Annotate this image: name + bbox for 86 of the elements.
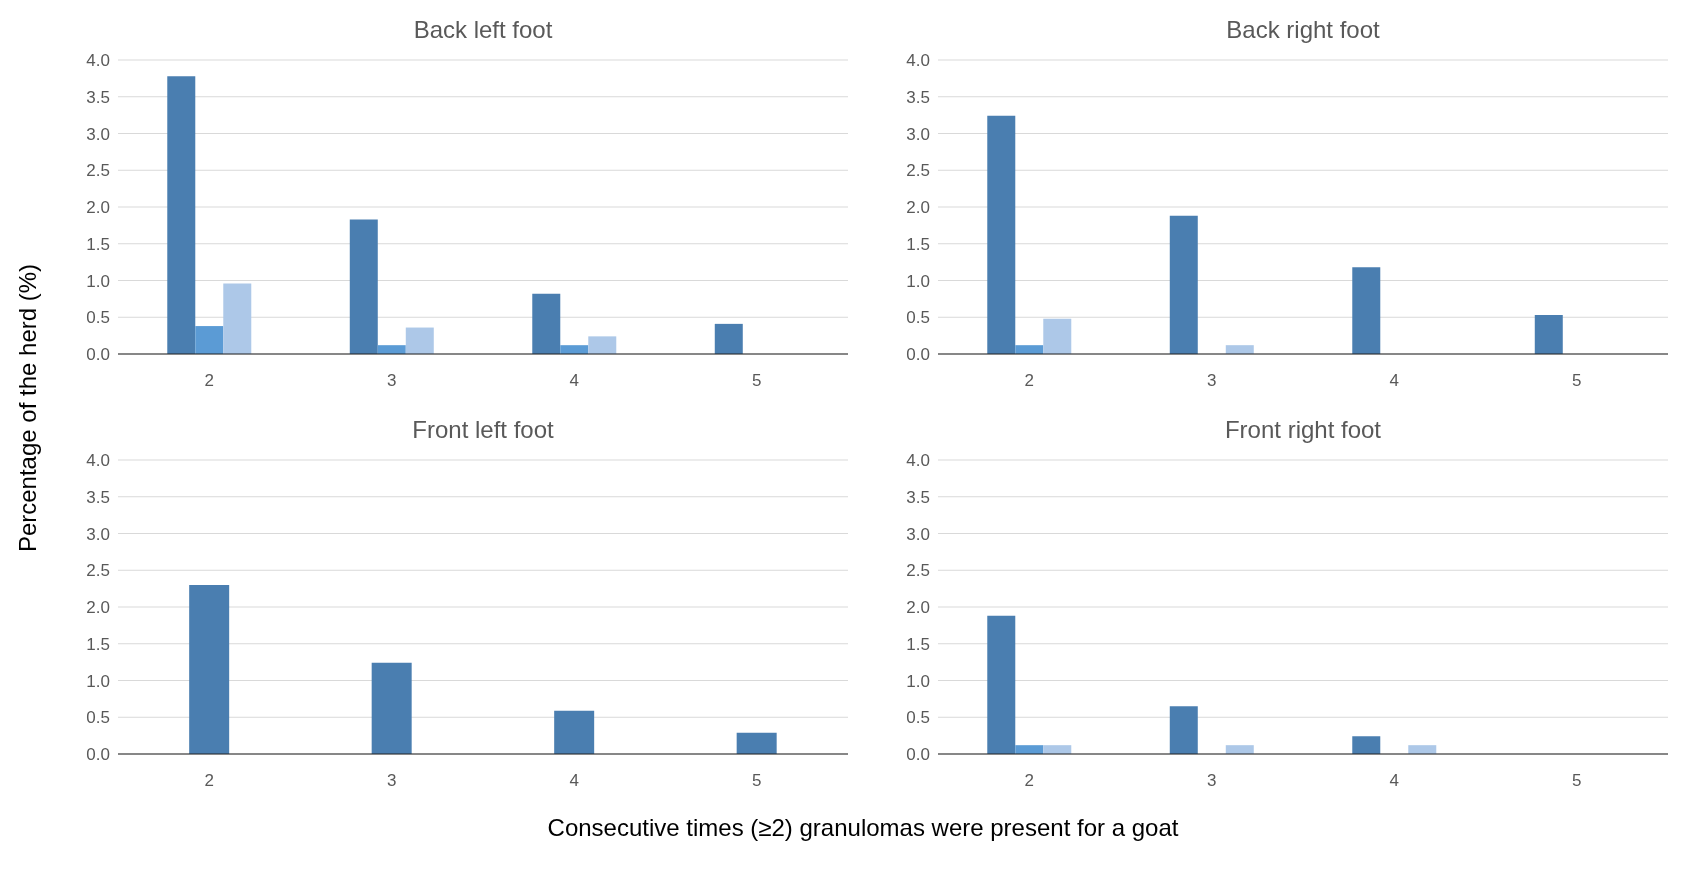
y-tick-label: 0.5 bbox=[906, 708, 930, 728]
bar bbox=[1408, 745, 1437, 754]
y-tick-label: 2.5 bbox=[906, 561, 930, 581]
chart-title: Front right foot bbox=[1223, 415, 1383, 445]
y-tick-label: 0.5 bbox=[906, 308, 930, 328]
y-tick-label: 0.0 bbox=[906, 745, 930, 765]
bar bbox=[1169, 215, 1198, 354]
y-tick-label: 4.0 bbox=[86, 51, 110, 71]
x-tick-label: 2 bbox=[204, 371, 214, 391]
y-tick-label: 3.5 bbox=[86, 87, 110, 107]
x-tick-label: 5 bbox=[1572, 771, 1582, 791]
bar bbox=[1352, 267, 1381, 354]
bar bbox=[223, 283, 252, 354]
y-tick-label: 0.0 bbox=[906, 345, 930, 365]
y-tick-label: 1.0 bbox=[906, 271, 930, 291]
x-tick-label: 2 bbox=[204, 771, 214, 791]
y-tick-label: 4.0 bbox=[906, 51, 930, 71]
y-tick-label: 3.0 bbox=[86, 124, 110, 144]
y-tick-label: 1.5 bbox=[86, 634, 110, 654]
x-tick-label: 3 bbox=[387, 771, 397, 791]
x-tick-label: 3 bbox=[1207, 371, 1217, 391]
bar bbox=[532, 293, 561, 354]
bar bbox=[987, 615, 1016, 754]
bar bbox=[349, 219, 378, 354]
y-tick-label: 1.0 bbox=[86, 271, 110, 291]
y-tick-label: 2.5 bbox=[86, 161, 110, 181]
y-tick-label: 3.0 bbox=[86, 524, 110, 544]
bar bbox=[1352, 736, 1381, 754]
y-tick-label: 2.5 bbox=[86, 561, 110, 581]
y-tick-label: 1.5 bbox=[906, 234, 930, 254]
y-tick-label: 1.0 bbox=[86, 671, 110, 691]
bar bbox=[167, 76, 196, 354]
y-tick-label: 0.0 bbox=[86, 745, 110, 765]
bar bbox=[377, 345, 406, 354]
y-axis-title: Percentage of the herd (%) bbox=[14, 263, 42, 553]
y-tick-label: 2.0 bbox=[906, 198, 930, 218]
x-tick-label: 4 bbox=[1389, 771, 1399, 791]
bar bbox=[987, 115, 1016, 354]
y-tick-label: 1.5 bbox=[86, 234, 110, 254]
x-tick-label: 5 bbox=[1572, 371, 1582, 391]
bar bbox=[1169, 706, 1198, 754]
y-tick-label: 1.5 bbox=[906, 634, 930, 654]
chart-title: Back right foot bbox=[1225, 15, 1381, 45]
bar bbox=[1225, 345, 1254, 354]
bar bbox=[554, 710, 595, 754]
x-tick-label: 2 bbox=[1024, 771, 1034, 791]
y-tick-label: 3.5 bbox=[906, 87, 930, 107]
y-tick-label: 1.0 bbox=[906, 671, 930, 691]
x-tick-label: 4 bbox=[1389, 371, 1399, 391]
chart-title: Front left foot bbox=[411, 415, 555, 445]
y-tick-label: 2.5 bbox=[906, 161, 930, 181]
bar bbox=[588, 336, 617, 354]
y-tick-label: 2.0 bbox=[906, 598, 930, 618]
y-tick-label: 3.0 bbox=[906, 524, 930, 544]
y-tick-label: 2.0 bbox=[86, 598, 110, 618]
x-tick-label: 5 bbox=[752, 371, 762, 391]
bar bbox=[1534, 315, 1563, 354]
x-tick-label: 4 bbox=[569, 771, 579, 791]
bar bbox=[405, 327, 434, 354]
bar bbox=[714, 323, 743, 354]
bar bbox=[1225, 745, 1254, 754]
x-tick-label: 3 bbox=[1207, 771, 1217, 791]
bar bbox=[1015, 745, 1044, 754]
bar bbox=[371, 662, 412, 754]
x-tick-label: 4 bbox=[569, 371, 579, 391]
x-tick-label: 5 bbox=[752, 771, 762, 791]
bar bbox=[1043, 318, 1072, 354]
y-tick-label: 3.0 bbox=[906, 124, 930, 144]
x-tick-label: 2 bbox=[1024, 371, 1034, 391]
bar bbox=[195, 326, 224, 354]
bar bbox=[560, 345, 589, 354]
y-tick-label: 2.0 bbox=[86, 198, 110, 218]
y-tick-label: 4.0 bbox=[86, 451, 110, 471]
y-tick-label: 4.0 bbox=[906, 451, 930, 471]
y-tick-label: 3.5 bbox=[86, 487, 110, 507]
bar bbox=[189, 584, 230, 754]
chart-title: Back left foot bbox=[412, 15, 554, 45]
y-tick-label: 0.5 bbox=[86, 308, 110, 328]
y-tick-label: 3.5 bbox=[906, 487, 930, 507]
y-tick-label: 0.0 bbox=[86, 345, 110, 365]
x-tick-label: 3 bbox=[387, 371, 397, 391]
bar bbox=[1043, 745, 1072, 754]
x-axis-title: Consecutive times (≥2) granulomas were present for a goat bbox=[546, 814, 1180, 842]
y-tick-label: 0.5 bbox=[86, 708, 110, 728]
bar bbox=[736, 732, 777, 754]
bar bbox=[1015, 345, 1044, 354]
